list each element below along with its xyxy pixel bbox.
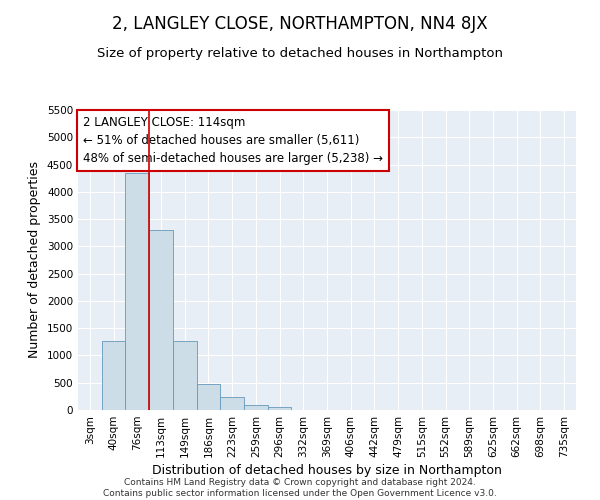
Bar <box>102 340 125 410</box>
Bar <box>244 404 268 410</box>
Bar <box>268 406 292 410</box>
Text: 2 LANGLEY CLOSE: 114sqm
← 51% of detached houses are smaller (5,611)
48% of semi: 2 LANGLEY CLOSE: 114sqm ← 51% of detache… <box>83 116 383 165</box>
Text: Contains HM Land Registry data © Crown copyright and database right 2024.
Contai: Contains HM Land Registry data © Crown c… <box>103 478 497 498</box>
Bar <box>173 340 197 410</box>
Bar <box>149 230 173 410</box>
Bar <box>197 384 220 410</box>
Y-axis label: Number of detached properties: Number of detached properties <box>28 162 41 358</box>
X-axis label: Distribution of detached houses by size in Northampton: Distribution of detached houses by size … <box>152 464 502 477</box>
Bar <box>125 172 149 410</box>
Text: Size of property relative to detached houses in Northampton: Size of property relative to detached ho… <box>97 48 503 60</box>
Text: 2, LANGLEY CLOSE, NORTHAMPTON, NN4 8JX: 2, LANGLEY CLOSE, NORTHAMPTON, NN4 8JX <box>112 15 488 33</box>
Bar <box>220 397 244 410</box>
